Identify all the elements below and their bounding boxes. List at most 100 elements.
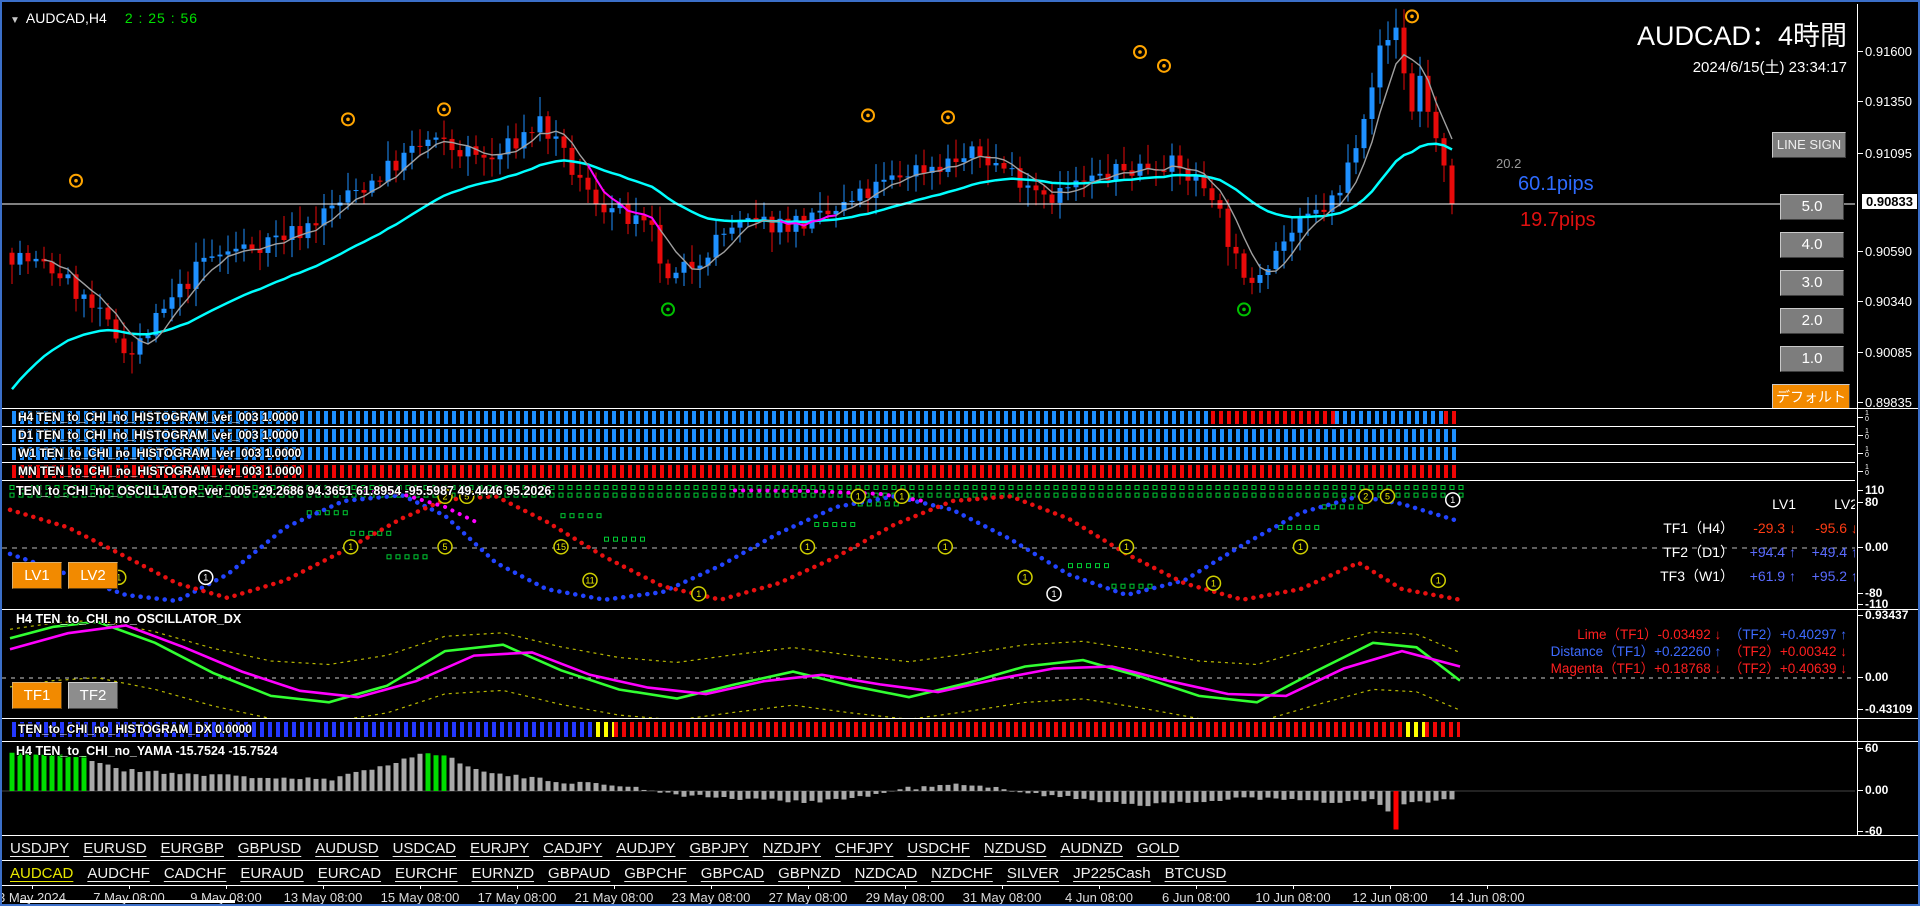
level-button-2.0[interactable]: 2.0: [1780, 308, 1844, 334]
level-buttons: 5.0 4.0 3.0 2.0 1.0: [1772, 194, 1852, 372]
axis-label: 0.91350: [1858, 94, 1912, 109]
watchlist-symbol-GOLD[interactable]: GOLD: [1136, 839, 1180, 857]
candlestick-plot[interactable]: [2, 4, 1855, 408]
strip-bars: [1335, 411, 1445, 424]
dx-strip-bars: [595, 722, 615, 737]
tf1-button[interactable]: TF1: [12, 682, 62, 709]
time-tick: [420, 886, 421, 889]
mtf-histogram-strips: H4 TEN_to_CHI_no_HISTOGRAM_ver_003 1.000…: [2, 409, 1855, 481]
time-label: 6 Jun 08:00: [1162, 890, 1230, 905]
tf2-button[interactable]: TF2: [68, 682, 118, 709]
watchlist-symbol-NZDJPY[interactable]: NZDJPY: [762, 839, 822, 857]
time-label: 10 Jun 08:00: [1255, 890, 1331, 905]
strip-bars: [12, 411, 1211, 424]
separator: [2, 741, 1918, 742]
dx-legend: Lime（TF1）-0.03492 ↓ （TF2）+0.40297 ↑ Dista…: [1551, 626, 1847, 677]
oscillator-panel[interactable]: 1 1 5 2 5 15 11 1 1 1 1 1 1 1 1 1 2 5 1 1 1 1 TEN_to_CHI_no_O…: [2, 482, 1855, 609]
current-price-label: 0.90833: [1862, 194, 1917, 209]
separator: [2, 718, 1918, 719]
signal-buttons-column: LINE SIGN 5.0 4.0 3.0 2.0 1.0 デフォルト: [1772, 132, 1852, 408]
watchlist-symbol-EURUSD[interactable]: EURUSD: [83, 839, 147, 857]
watchlist-symbol-USDCAD[interactable]: USDCAD: [392, 839, 456, 857]
watchlist-symbol-GBPCHF[interactable]: GBPCHF: [624, 864, 687, 882]
axis-label: 1 0: [1858, 410, 1869, 423]
watchlist-symbol-GBPCAD[interactable]: GBPCAD: [700, 864, 765, 882]
svg-text:2: 2: [1363, 492, 1368, 502]
watchlist-row-1: USDJPY EURUSD EURGBP GBPUSD AUDUSD USDCAD EURJ…: [2, 836, 1918, 860]
time-tick: [1487, 886, 1488, 889]
line-sign-button[interactable]: LINE SIGN: [1772, 132, 1846, 158]
watchlist-symbol-CHFJPY[interactable]: CHFJPY: [835, 839, 894, 857]
svg-text:1: 1: [1124, 542, 1129, 552]
watchlist-symbol-GBPJPY[interactable]: GBPJPY: [689, 839, 749, 857]
watchlist-symbol-CADCHF[interactable]: CADCHF: [163, 864, 227, 882]
svg-text:2: 2: [442, 492, 447, 502]
watchlist-symbol-EURAUD[interactable]: EURAUD: [240, 864, 304, 882]
level-button-5.0[interactable]: 5.0: [1780, 194, 1844, 220]
watchlist-symbol-BTCUSD[interactable]: BTCUSD: [1164, 864, 1227, 882]
watchlist-symbol-SILVER[interactable]: SILVER: [1006, 864, 1060, 882]
axis-label: -0.43109: [1857, 702, 1913, 716]
table-row: TF1（H4） -29.3 ↓ -95.6 ↓: [1663, 520, 1855, 536]
watchlist-symbol-USDCHF[interactable]: USDCHF: [907, 839, 970, 857]
lv1-button[interactable]: LV1: [12, 562, 62, 589]
svg-text:5: 5: [464, 492, 469, 502]
strip-title: H4 TEN_to_CHI_no_HISTOGRAM_ver_003 1.000…: [18, 410, 299, 424]
symbol-dropdown-icon[interactable]: ▼: [10, 15, 20, 26]
main-price-chart[interactable]: ▼ AUDCAD,H4 2 : 25 : 56 AUDCAD：4時間 2024/6/…: [2, 4, 1855, 408]
level-button-3.0[interactable]: 3.0: [1780, 270, 1844, 296]
time-axis[interactable]: 3 May 2024 7 May 08:00 9 May 08:00 13 May 0…: [2, 886, 1918, 905]
default-button[interactable]: デフォルト: [1772, 384, 1850, 408]
chart-title-block: AUDCAD：4時間 2024/6/15(土) 23:34:17: [1637, 14, 1847, 77]
watchlist-symbol-EURJPY[interactable]: EURJPY: [469, 839, 530, 857]
watchlist-symbol-CADJPY[interactable]: CADJPY: [543, 839, 603, 857]
level-button-1.0[interactable]: 1.0: [1780, 346, 1844, 372]
time-label: 15 May 08:00: [380, 890, 460, 905]
watchlist-symbol-NZDCAD[interactable]: NZDCAD: [854, 864, 918, 882]
axis-label: -60: [1857, 824, 1883, 838]
watchlist-symbol-JP225Cash[interactable]: JP225Cash: [1073, 864, 1151, 882]
watchlist-symbol-NZDUSD[interactable]: NZDUSD: [983, 839, 1047, 857]
axis-label: 80: [1857, 495, 1879, 509]
watchlist-symbol-AUDNZD[interactable]: AUDNZD: [1060, 839, 1123, 857]
watchlist-symbol-GBPAUD[interactable]: GBPAUD: [548, 864, 611, 882]
watchlist-symbol-AUDJPY[interactable]: AUDJPY: [616, 839, 676, 857]
time-tick: [614, 886, 615, 889]
svg-text:5: 5: [442, 542, 447, 552]
time-label: 23 May 08:00: [671, 890, 751, 905]
axis-label: 110: [1857, 483, 1885, 497]
strip-title: MN TEN_to_CHI_no_HISTOGRAM_ver_003 1.000…: [18, 464, 302, 478]
dx-oscillator-panel[interactable]: H4 TEN_to_CHI_no_OSCILLATOR_DX TF1 TF2 L…: [2, 610, 1855, 718]
horizontal-scrollbar[interactable]: [20, 900, 235, 903]
yama-panel[interactable]: H4 TEN_to_CHI_no_YAMA -15.7524 -15.7524: [2, 742, 1855, 834]
chart-header: ▼ AUDCAD,H4 2 : 25 : 56: [10, 10, 198, 26]
watchlist-symbol-GBPUSD[interactable]: GBPUSD: [237, 839, 302, 857]
chart-title: AUDCAD：4時間: [1636, 21, 1847, 51]
watchlist-symbol-AUDUSD[interactable]: AUDUSD: [315, 839, 379, 857]
pips-below-label: 19.7pips: [1520, 209, 1596, 231]
strip-bars: [12, 465, 1460, 478]
watchlist-symbol-NZDCHF[interactable]: NZDCHF: [931, 864, 993, 882]
time-tick: [1002, 886, 1003, 889]
time-label: 14 Jun 08:00: [1449, 890, 1525, 905]
watchlist-symbol-AUDCHF[interactable]: AUDCHF: [87, 864, 150, 882]
time-tick: [517, 886, 518, 889]
watchlist-symbol-EURCAD[interactable]: EURCAD: [317, 864, 382, 882]
svg-text:5: 5: [1385, 492, 1390, 502]
watchlist-symbol-GBPNZD[interactable]: GBPNZD: [778, 864, 841, 882]
svg-text:1: 1: [1051, 589, 1056, 599]
watchlist-symbol-USDJPY[interactable]: USDJPY: [10, 839, 70, 857]
price-axis[interactable]: 0.91600 0.91350 0.91095 0.90833 0.90590 0.903…: [1857, 4, 1918, 838]
level-button-4.0[interactable]: 4.0: [1780, 232, 1844, 258]
watchlist-symbol-EURCHF[interactable]: EURCHF: [395, 864, 458, 882]
time-tick: [1390, 886, 1391, 889]
watchlist-symbol-AUDCAD[interactable]: AUDCAD: [10, 864, 74, 882]
pips-above-label: 60.1pips: [1518, 173, 1594, 195]
time-tick: [905, 886, 906, 889]
watchlist-symbol-EURNZD[interactable]: EURNZD: [471, 864, 535, 882]
lv2-button[interactable]: LV2: [68, 562, 118, 589]
strip-bars: [1210, 411, 1336, 424]
svg-text:1: 1: [1022, 573, 1027, 583]
watchlist-symbol-EURGBP[interactable]: EURGBP: [160, 839, 224, 857]
